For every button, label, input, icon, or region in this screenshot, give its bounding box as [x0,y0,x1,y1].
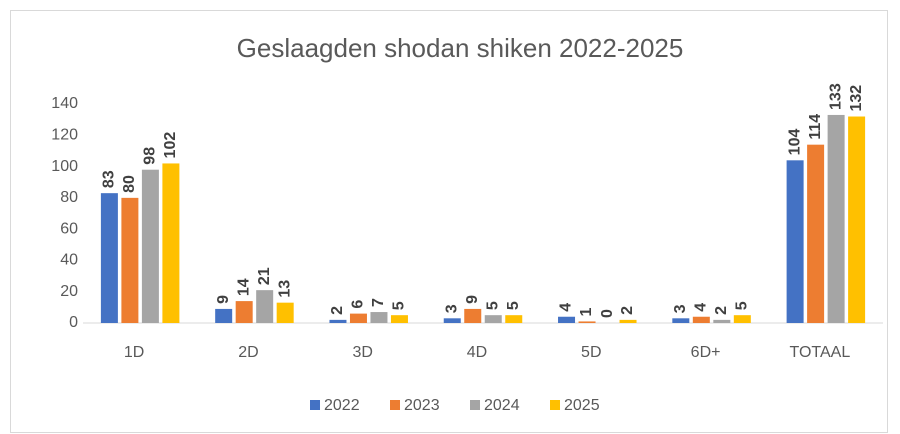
data-label: 3 [443,304,460,313]
bar [713,319,731,323]
x-tick-label: 2D [238,344,258,361]
data-label: 0 [599,309,616,318]
bar [443,318,461,323]
data-label: 21 [256,267,273,285]
data-label: 5 [505,301,522,310]
data-label: 13 [276,280,293,298]
data-label: 9 [464,295,481,304]
y-tick-label: 140 [51,95,78,112]
data-label: 5 [391,301,408,310]
data-label: 9 [215,295,232,304]
data-label: 102 [162,132,179,159]
data-label: 133 [827,83,844,110]
data-label: 5 [734,301,751,310]
y-tick-label: 20 [60,283,78,300]
bar [215,308,233,323]
y-tick-label: 40 [60,252,78,269]
legend-swatch [470,400,480,410]
bar [619,319,637,323]
legend-swatch [550,400,560,410]
legend-label: 2023 [404,397,440,414]
data-label: 2 [329,306,346,315]
data-label: 104 [786,129,803,156]
legend-label: 2024 [484,397,520,414]
legend-swatch [310,400,320,410]
data-label: 7 [370,298,387,307]
data-label: 4 [693,303,710,312]
chart-title: Geslaagden shodan shiken 2022-2025 [237,33,684,63]
bar [276,302,294,323]
bar [256,290,274,323]
x-tick-label: TOTAAL [789,344,850,361]
bar [733,315,751,323]
bar [235,301,253,323]
legend-label: 2022 [324,397,360,414]
data-label: 2 [619,306,636,315]
data-label: 4 [558,303,575,312]
bar [827,114,845,323]
legend-swatch [390,400,400,410]
bar [505,315,523,323]
data-label: 3 [672,304,689,313]
data-label: 114 [807,114,824,140]
data-label: 1 [578,307,595,316]
bar [162,163,180,323]
data-label: 80 [121,175,138,193]
bar [349,313,367,323]
bar [100,193,118,323]
bar [484,315,502,323]
data-label: 6 [350,300,367,309]
x-tick-label: 4D [467,344,487,361]
bar [692,316,710,323]
y-tick-label: 120 [51,127,78,144]
x-tick-label: 5D [581,344,601,361]
x-tick-label: 6D+ [691,344,721,361]
bar [121,197,139,323]
y-tick-label: 0 [69,314,78,331]
data-label: 5 [484,301,501,310]
bar [141,169,159,323]
bar [329,319,347,323]
bar [578,321,596,323]
data-label: 2 [713,306,730,315]
bar [464,308,482,323]
bar [672,318,690,323]
bar [370,312,388,323]
data-label: 14 [235,278,252,296]
y-tick-label: 100 [51,158,78,175]
bar [807,144,825,323]
data-label: 98 [142,147,159,165]
bar [848,116,866,323]
x-tick-label: 1D [124,344,144,361]
bar [558,316,576,323]
y-tick-label: 80 [60,189,78,206]
y-tick-label: 60 [60,220,78,237]
data-label: 83 [101,170,118,188]
bar [390,315,408,323]
legend-label: 2025 [564,397,600,414]
x-tick-label: 3D [352,344,372,361]
data-label: 132 [848,85,865,112]
bar [786,160,804,323]
